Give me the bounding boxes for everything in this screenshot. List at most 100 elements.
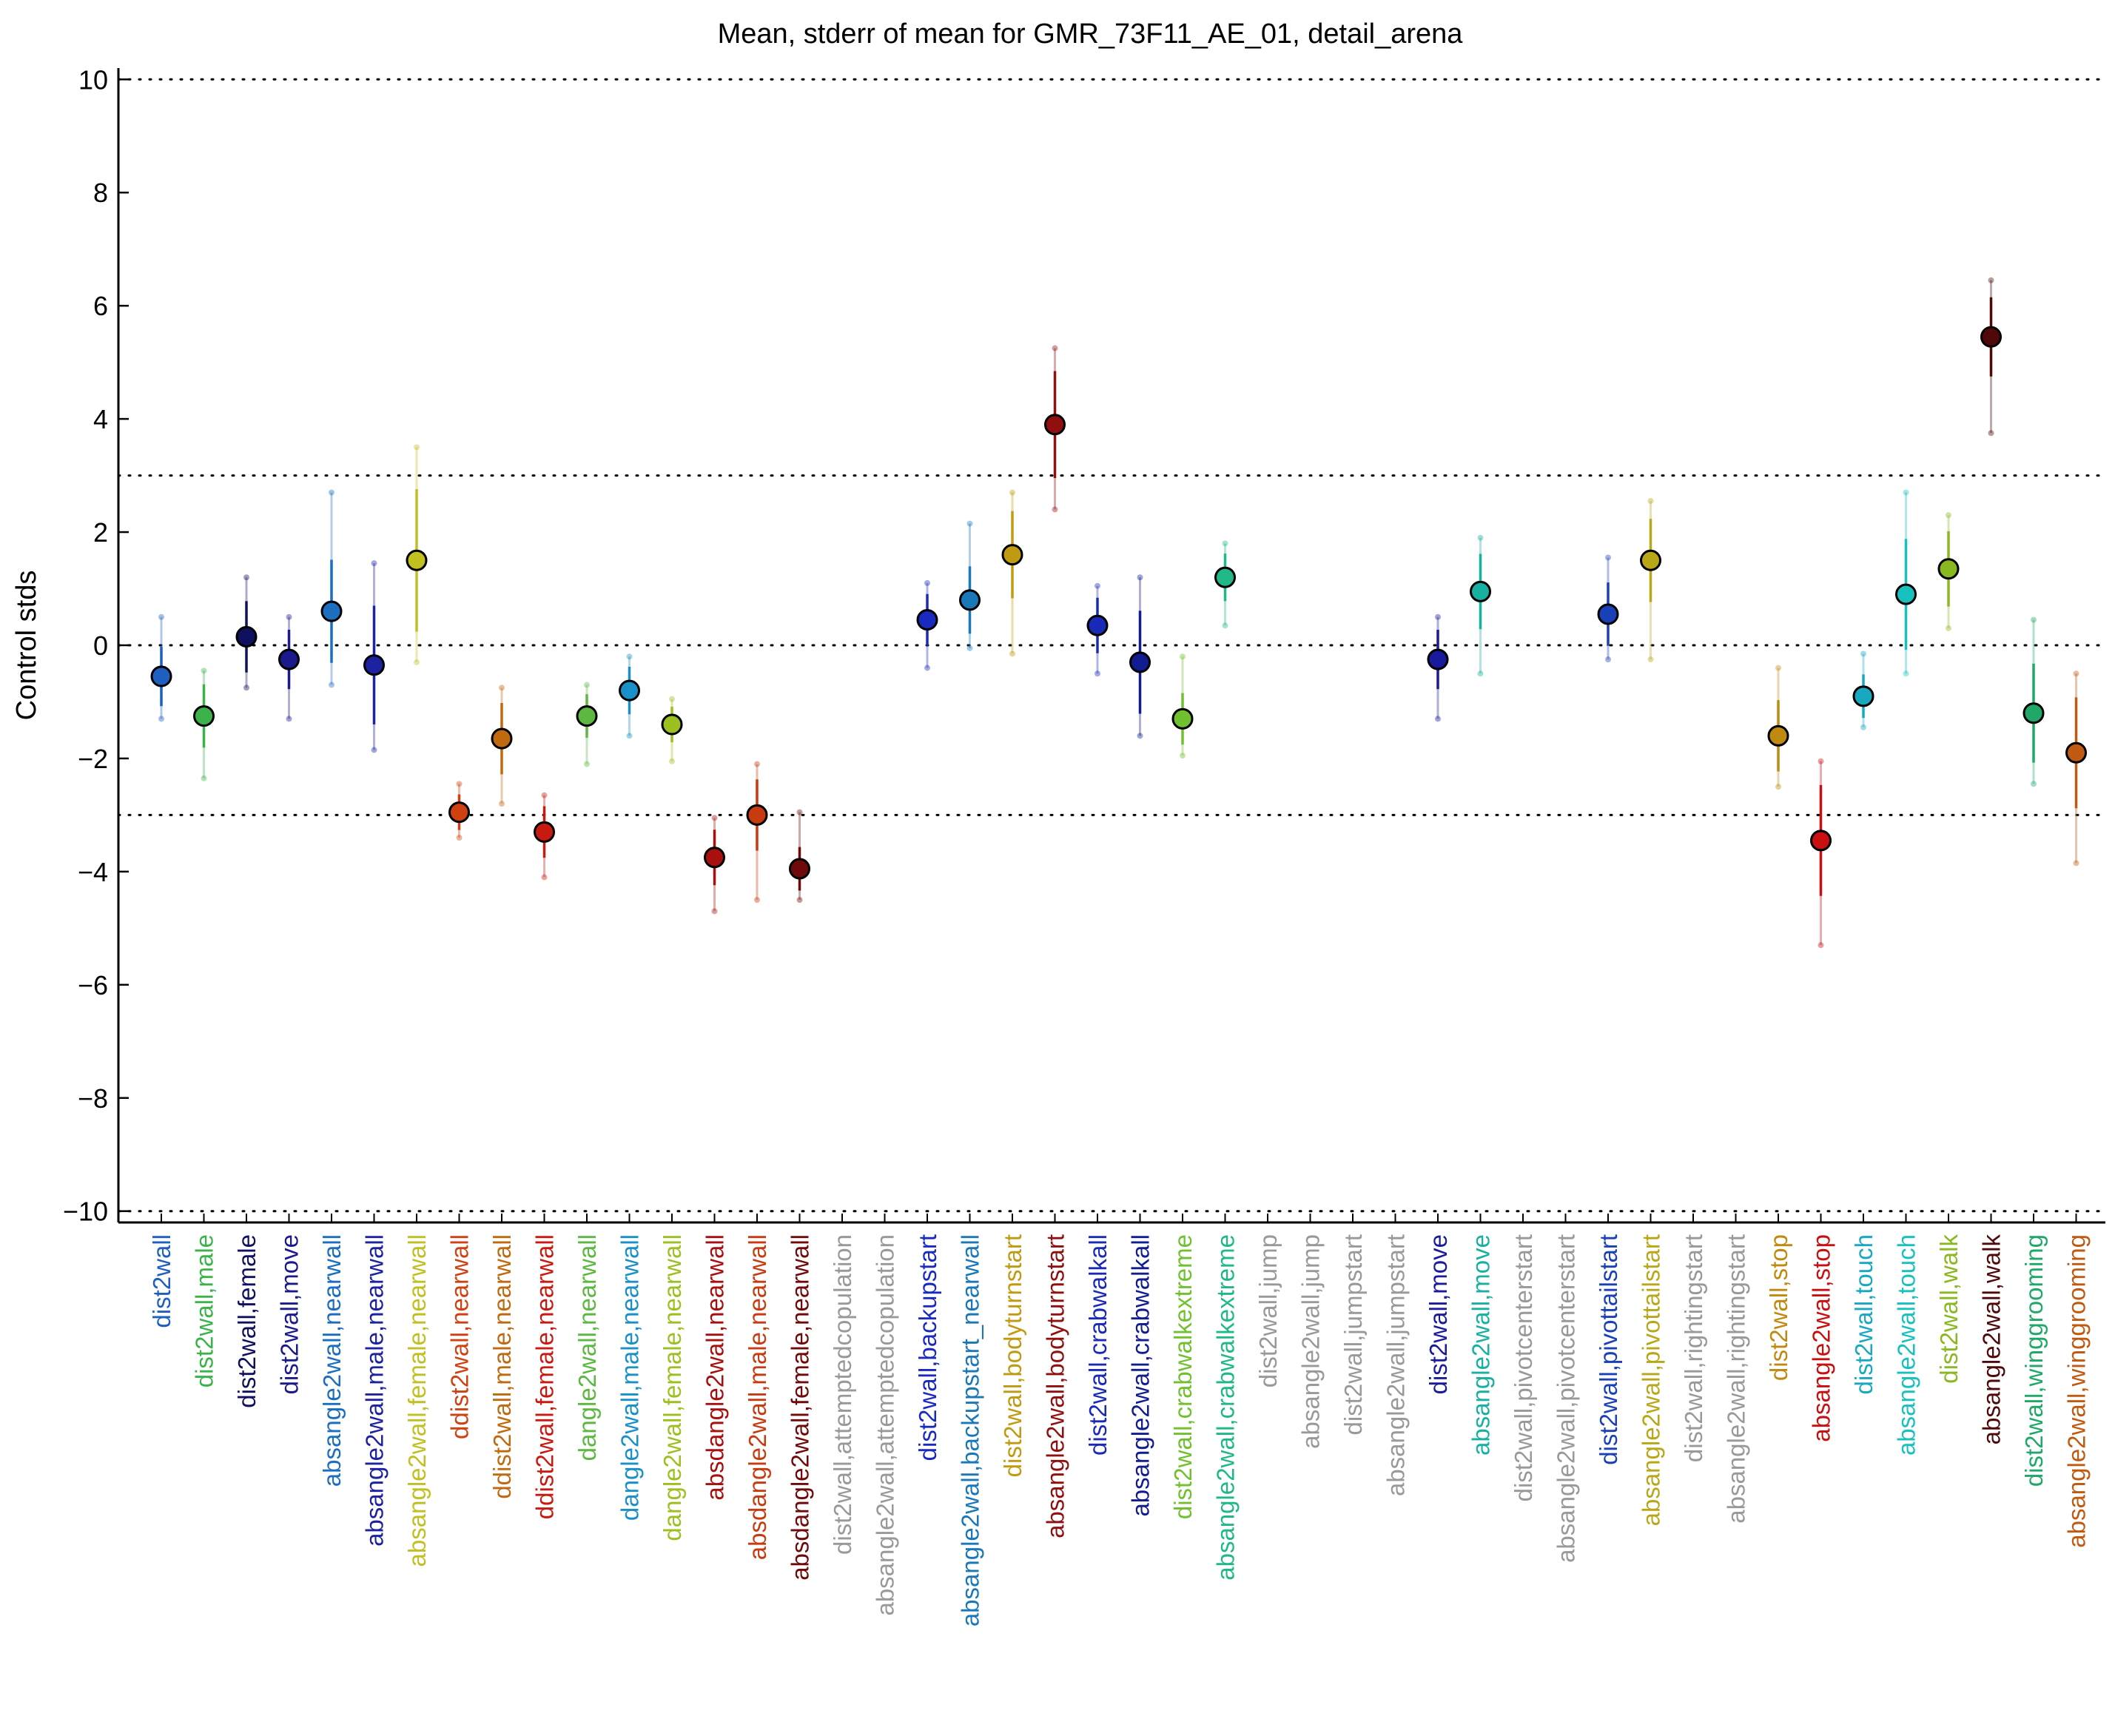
mean-marker — [278, 648, 300, 670]
range-end-marker — [1222, 540, 1228, 547]
x-tick-label: absangle2wall,pivotcenterstart — [1553, 1234, 1580, 1563]
y-ticks: 10 8 6 4 2 0 −2 −4 −6 −8 −10 — [63, 64, 129, 1227]
series-point-group — [789, 809, 810, 904]
x-tick-label: absdangle2wall,male,nearwall — [744, 1234, 771, 1560]
range-end-marker — [626, 653, 633, 660]
series-point-group — [704, 815, 725, 915]
range-end-marker — [1180, 653, 1186, 660]
range-end-marker — [1946, 512, 1951, 519]
y-tick-label: 4 — [93, 404, 108, 434]
y-tick-label: 2 — [93, 517, 108, 548]
x-tick-label: dist2wall,move — [276, 1234, 303, 1394]
mean-marker — [576, 705, 598, 727]
mean-marker — [1852, 685, 1874, 707]
range-end-marker — [711, 815, 718, 821]
y-axis-label: Control stds — [11, 571, 42, 721]
range-end-marker — [414, 444, 420, 451]
x-tick-label: dist2wall,winggrooming — [2020, 1234, 2048, 1487]
range-end-marker — [2031, 781, 2037, 787]
range-end-marker — [796, 809, 803, 815]
y-tick-label: −2 — [78, 744, 108, 774]
x-tick-label: absangle2wall,male,nearwall — [361, 1234, 389, 1547]
range-end-marker — [1775, 784, 1781, 790]
mean-marker — [534, 821, 555, 843]
y-tick-label: −4 — [78, 857, 108, 887]
x-tick-label: absdangle2wall,nearwall — [702, 1234, 729, 1501]
series-point-group — [1001, 489, 1023, 657]
range-end-marker — [1435, 716, 1441, 722]
mean-marker — [1597, 603, 1619, 625]
range-end-marker — [1137, 733, 1143, 739]
x-tick-label: dist2wall,female — [233, 1234, 260, 1408]
x-tick-label: dist2wall — [148, 1234, 175, 1328]
y-tick-label: −6 — [78, 970, 108, 1000]
mean-marker — [959, 589, 981, 611]
mean-marker — [406, 549, 428, 571]
range-end-marker — [754, 897, 760, 904]
mean-marker — [235, 626, 258, 648]
series-point-group — [1810, 758, 1832, 949]
series-point-group — [1640, 498, 1661, 663]
range-end-marker — [499, 801, 505, 807]
range-end-marker — [1477, 670, 1484, 677]
range-end-marker — [711, 908, 718, 915]
series-point-group — [448, 781, 470, 841]
x-tick-label: absangle2wall,walk — [1978, 1234, 2005, 1445]
x-tick-label: ddist2wall,nearwall — [446, 1234, 474, 1439]
range-end-marker — [1818, 758, 1824, 764]
range-end-marker — [286, 613, 292, 620]
x-tick-label: dist2wall,crabwalkextreme — [1169, 1234, 1197, 1519]
mean-marker — [363, 654, 385, 676]
range-end-marker — [966, 645, 973, 651]
range-end-marker — [1095, 582, 1100, 589]
x-tick-label: dangle2wall,female,nearwall — [659, 1234, 686, 1541]
x-tick-label: absangle2wall,touch — [1893, 1234, 1920, 1456]
x-tick-label: dangle2wall,male,nearwall — [616, 1234, 644, 1521]
range-end-marker — [1009, 489, 1015, 496]
x-tick-label: absangle2wall,rightingstart — [1723, 1234, 1750, 1524]
mean-marker — [1427, 648, 1449, 670]
series-point-group — [1214, 540, 1236, 629]
series-point-group — [320, 489, 343, 688]
range-end-marker — [456, 781, 463, 787]
x-tick-label: absangle2wall,crabwalkall — [1127, 1234, 1154, 1517]
x-tick-label: dist2wall,stop — [1765, 1234, 1792, 1381]
range-end-marker — [1052, 506, 1058, 513]
range-end-marker — [626, 733, 633, 739]
range-end-marker — [329, 489, 334, 496]
x-tick-label: absangle2wall,attemptedcopulation — [872, 1234, 899, 1616]
x-tick-label: absangle2wall,move — [1467, 1234, 1495, 1456]
mean-marker — [704, 847, 725, 869]
range-end-marker — [2073, 860, 2079, 867]
mean-marker — [1171, 707, 1194, 730]
mean-marker — [1937, 558, 1960, 580]
range-end-marker — [371, 560, 377, 567]
range-end-marker — [1180, 753, 1186, 759]
x-tick-label: absangle2wall,backupstart_nearwall — [957, 1234, 984, 1626]
mean-marker — [746, 804, 768, 826]
series-point-group — [1980, 277, 2002, 437]
mean-marker — [1001, 544, 1023, 566]
series-point-group — [576, 682, 598, 767]
range-end-marker — [243, 574, 249, 581]
mean-marker — [661, 713, 683, 736]
range-end-marker — [1095, 670, 1100, 677]
x-tick-label: dist2wall,walk — [1935, 1234, 1963, 1384]
x-tick-label: dist2wall,move — [1425, 1234, 1452, 1394]
series-point-group — [1129, 574, 1151, 739]
x-tick-label: dist2wall,crabwalkall — [1084, 1234, 1112, 1456]
y-tick-label: 0 — [93, 630, 108, 661]
range-end-marker — [371, 747, 377, 753]
x-tick-label: dist2wall,pivotcenterstart — [1510, 1234, 1537, 1501]
range-end-marker — [1605, 656, 1611, 663]
range-end-marker — [286, 716, 292, 722]
mean-marker — [320, 600, 343, 622]
mean-marker — [619, 679, 640, 702]
y-tick-label: −8 — [78, 1083, 108, 1114]
mean-marker — [1980, 326, 2002, 348]
series-point-group — [1937, 512, 1960, 632]
mean-marker — [448, 801, 470, 824]
range-end-marker — [584, 682, 590, 688]
range-end-marker — [243, 684, 249, 691]
